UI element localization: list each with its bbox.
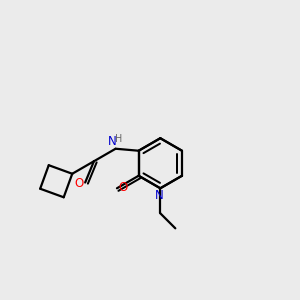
Text: O: O [118,181,128,194]
Text: N: N [108,135,116,148]
Text: O: O [75,177,84,190]
Text: H: H [115,134,122,144]
Text: N: N [155,189,164,202]
